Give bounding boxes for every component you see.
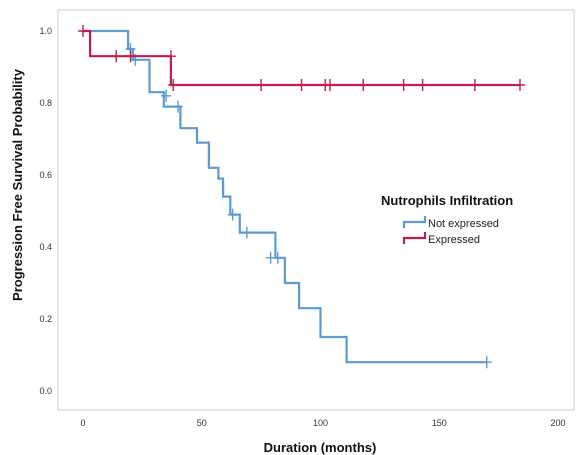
censor-mark [256,79,267,91]
y-tick-label: 0.4 [39,242,52,252]
censor-mark [325,79,335,91]
x-tick-label: 150 [432,418,447,428]
censor-mark [469,79,480,91]
legend-swatch [402,216,427,228]
censor-mark [272,251,283,264]
censor-mark [515,79,525,91]
censor-mark [78,25,88,37]
plot-frame [57,9,575,411]
legend-title: Nutrophils Infiltration [381,193,513,208]
y-tick-label: 0.2 [39,314,52,324]
censor-mark [296,79,307,91]
censor-mark [481,356,492,369]
legend: Nutrophils Infiltration Not expressed Exp… [381,193,513,246]
censor-mark [227,208,238,221]
x-tick-label: 100 [313,418,328,428]
x-tick-label: 0 [80,418,85,428]
series-line-1 [83,29,487,364]
y-tick-label: 1.0 [39,26,52,36]
x-axis-ticks: 0 50 100 150 200 [80,418,565,428]
x-axis-title: Duration (months) [264,440,377,455]
censor-mark [125,50,136,63]
censor-mark [165,50,176,63]
y-axis-title: Progression Free Survival Probability [10,68,25,301]
censor-mark [241,226,252,239]
y-tick-label: 0.8 [39,98,52,108]
legend-label: Expressed [428,234,480,246]
y-axis-ticks: 0.0 0.2 0.4 0.6 0.8 1.0 [39,26,52,396]
censor-mark [358,79,369,91]
censor-mark [111,50,122,63]
legend-swatch [402,232,427,244]
y-tick-label: 0.0 [39,386,52,396]
series-layer [78,25,525,369]
x-tick-label: 200 [550,418,565,428]
legend-label: Not expressed [428,218,499,230]
censor-mark [168,79,179,91]
censor-mark [398,79,409,91]
x-tick-label: 50 [197,418,207,428]
y-tick-label: 0.6 [39,170,52,180]
censor-mark [417,79,428,91]
censor-mark [173,100,183,113]
censor-mark [161,89,172,102]
